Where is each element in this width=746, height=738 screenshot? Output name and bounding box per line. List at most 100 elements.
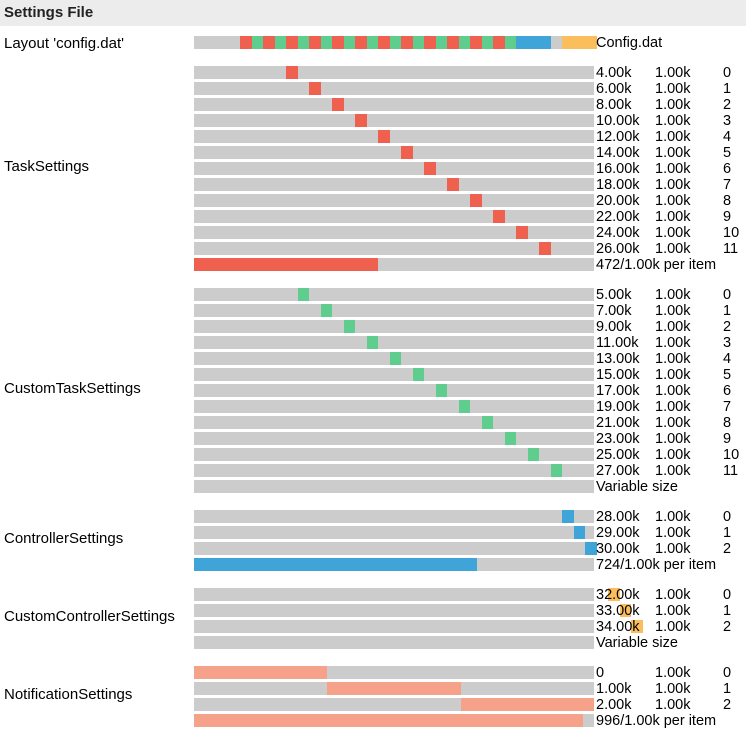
- summary-text-notificationsettings: 996/1.00k per item: [596, 713, 717, 729]
- segment-customcontrollersettings-1: [619, 604, 631, 617]
- segment-customcontrollersettings-2: [631, 620, 643, 633]
- row-offset: 4.00k: [596, 65, 632, 81]
- row-offset: 15.00k: [596, 367, 640, 383]
- row-index: 4: [723, 129, 732, 145]
- row-size: 1.00k: [655, 319, 691, 335]
- segment-tasksettings-6: [424, 162, 436, 175]
- segment-tasksettings-0: [286, 66, 298, 79]
- track-controllersettings-1: [194, 526, 594, 539]
- row-index: 5: [723, 367, 732, 383]
- row-index: 2: [723, 619, 732, 635]
- summary-track-notificationsettings: [194, 714, 594, 727]
- layout-segment: [424, 36, 436, 49]
- segment-tasksettings-4: [378, 130, 390, 143]
- row-offset: 0: [596, 665, 605, 681]
- segment-customtasksettings-4: [389, 352, 401, 365]
- segment-tasksettings-9: [493, 210, 505, 223]
- row-index: 1: [723, 303, 732, 319]
- layout-segment: [309, 36, 321, 49]
- layout-segment: [378, 36, 390, 49]
- layout-segment: [355, 36, 367, 49]
- track-tasksettings-0: [194, 66, 594, 79]
- row-offset: 5.00k: [596, 287, 632, 303]
- row-size: 1.00k: [655, 145, 691, 161]
- row-size: 1.00k: [655, 209, 691, 225]
- track-tasksettings-8: [194, 194, 594, 207]
- row-offset: 1.00k: [596, 681, 632, 697]
- segment-tasksettings-11: [539, 242, 551, 255]
- row-offset: 8.00k: [596, 97, 632, 113]
- row-index: 1: [723, 603, 732, 619]
- summary-track-controllersettings: [194, 558, 594, 571]
- row-size: 1.00k: [655, 241, 691, 257]
- layout-segment: [562, 36, 574, 49]
- section-label-customtasksettings: CustomTaskSettings: [4, 380, 141, 397]
- row-index: 9: [723, 431, 732, 447]
- segment-notificationsettings-2: [460, 698, 594, 711]
- row-index: 1: [723, 81, 732, 97]
- row-offset: 18.00k: [596, 177, 640, 193]
- summary-fill-tasksettings: [194, 258, 379, 271]
- track-tasksettings-9: [194, 210, 594, 223]
- segment-customtasksettings-2: [343, 320, 355, 333]
- row-index: 2: [723, 97, 732, 113]
- row-index: 8: [723, 415, 732, 431]
- row-offset: 11.00k: [596, 335, 639, 351]
- track-tasksettings-2: [194, 98, 594, 111]
- row-offset: 6.00k: [596, 81, 632, 97]
- row-offset: 25.00k: [596, 447, 640, 463]
- layout-segment: [320, 36, 332, 49]
- track-customtasksettings-2: [194, 320, 594, 333]
- row-size: 1.00k: [655, 129, 691, 145]
- layout-track: [194, 36, 597, 49]
- row-size: 1.00k: [655, 225, 691, 241]
- layout-segment: [332, 36, 344, 49]
- row-index: 4: [723, 351, 732, 367]
- row-index: 0: [723, 65, 732, 81]
- row-size: 1.00k: [655, 415, 691, 431]
- row-offset: 26.00k: [596, 241, 640, 257]
- segment-customtasksettings-5: [412, 368, 424, 381]
- track-tasksettings-6: [194, 162, 594, 175]
- section-label-customcontrollersettings: CustomControllerSettings: [4, 608, 175, 625]
- track-customcontrollersettings-0: [194, 588, 620, 601]
- row-offset: 28.00k: [596, 509, 640, 525]
- summary-text-tasksettings: 472/1.00k per item: [596, 257, 717, 273]
- segment-tasksettings-1: [309, 82, 321, 95]
- layout-segment: [286, 36, 298, 49]
- segment-tasksettings-2: [332, 98, 344, 111]
- row-size: 1.00k: [655, 681, 691, 697]
- row-size: 1.00k: [655, 665, 691, 681]
- summary-track-tasksettings: [194, 258, 594, 271]
- row-size: 1.00k: [655, 399, 691, 415]
- row-size: 1.00k: [655, 463, 691, 479]
- track-notificationsettings-2: [194, 698, 594, 711]
- segment-controllersettings-2: [585, 542, 597, 555]
- row-offset: 30.00k: [596, 541, 640, 557]
- segment-customtasksettings-0: [297, 288, 309, 301]
- row-offset: 29.00k: [596, 525, 640, 541]
- row-size: 1.00k: [655, 161, 691, 177]
- segment-tasksettings-8: [470, 194, 482, 207]
- section-label-controllersettings: ControllerSettings: [4, 530, 124, 547]
- row-size: 1.00k: [655, 81, 691, 97]
- track-customtasksettings-3: [194, 336, 594, 349]
- layout-file-name: Config.dat: [596, 35, 663, 51]
- row-index: 9: [723, 209, 732, 225]
- row-offset: 23.00k: [596, 431, 640, 447]
- row-index: 7: [723, 399, 732, 415]
- row-offset: 13.00k: [596, 351, 640, 367]
- track-customtasksettings-0: [194, 288, 594, 301]
- row-size: 1.00k: [655, 65, 691, 81]
- track-controllersettings-0: [194, 510, 594, 523]
- row-offset: 16.00k: [596, 161, 640, 177]
- segment-controllersettings-1: [573, 526, 585, 539]
- section-label-tasksettings: TaskSettings: [4, 158, 90, 175]
- summary-track-customtasksettings: [194, 480, 594, 493]
- summary-fill-controllersettings: [194, 558, 477, 571]
- row-index: 8: [723, 193, 732, 209]
- row-size: 1.00k: [655, 287, 691, 303]
- layout-segment: [412, 36, 424, 49]
- segment-customtasksettings-3: [366, 336, 378, 349]
- layout-segment: [401, 36, 413, 49]
